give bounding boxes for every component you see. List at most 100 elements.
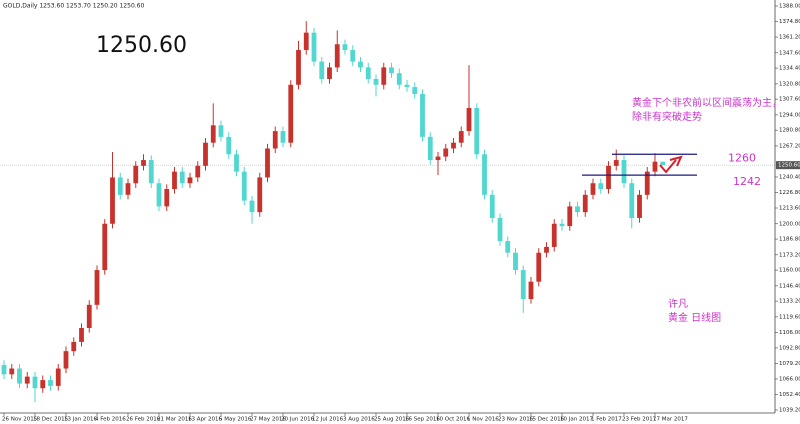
- plot: [0, 21, 775, 403]
- candle-body: [156, 183, 162, 207]
- author-note: 黄金 日线图: [668, 311, 721, 324]
- candle-body: [17, 368, 22, 384]
- candle-body: [9, 368, 15, 375]
- y-tick-label: 1361.20: [779, 35, 800, 41]
- y-tick-label: 1280.80: [779, 128, 800, 134]
- x-tick-label: 23 Feb 2017: [622, 417, 657, 423]
- candle-body: [621, 160, 627, 184]
- candle-body: [373, 78, 379, 85]
- x-tick-label: 18 Dec 2015: [33, 417, 69, 423]
- candle-body: [404, 84, 410, 88]
- level-label: 1260: [728, 151, 756, 164]
- candle-body: [249, 200, 255, 213]
- candle-body: [327, 67, 332, 79]
- x-tick-label: 10 Jan 2017: [560, 417, 593, 423]
- candle-body: [241, 171, 247, 201]
- candle-body: [350, 50, 356, 62]
- candle-body: [48, 380, 53, 386]
- candle-body: [590, 183, 596, 195]
- candle-body: [652, 161, 658, 172]
- candle-body: [265, 148, 270, 178]
- x-tick-label: 10 Oct 2016: [436, 417, 471, 423]
- candle-body: [551, 223, 557, 247]
- y-tick-label: 1213.60: [779, 206, 800, 212]
- annotation: 黄金下个非农前以区间震荡为主，: [632, 96, 782, 109]
- y-tick-label: 1186.80: [779, 237, 800, 243]
- candle-body: [474, 107, 480, 155]
- chart-title: GOLD,Daily 1253.60 1253.70 1250.20 1250.…: [3, 3, 144, 10]
- candle-body: [420, 94, 425, 137]
- candle-body: [582, 194, 588, 213]
- hand-arrow: [659, 155, 683, 174]
- candle-body: [311, 32, 317, 62]
- candle-body: [203, 142, 208, 166]
- candle-body: [94, 270, 100, 305]
- annotation: 除非有突破走势: [632, 110, 702, 123]
- y-tick-label: 1066.00: [779, 376, 800, 382]
- x-tick-label: 13 Apr 2016: [188, 417, 223, 423]
- candle-body: [489, 194, 495, 218]
- candle-body: [536, 252, 542, 282]
- y-tick-label: 1173.20: [779, 252, 800, 258]
- candle-body: [443, 148, 449, 157]
- y-tick-label: 1307.60: [779, 97, 800, 103]
- candle-body: [195, 165, 201, 178]
- candle-body: [32, 376, 38, 389]
- candle-body: [210, 125, 216, 143]
- candle-body: [110, 177, 115, 224]
- last-price-box: [776, 161, 800, 170]
- candle-body: [513, 252, 518, 271]
- x-tick-label: 23 Nov 2016: [498, 417, 534, 423]
- candle-body: [133, 165, 139, 184]
- candle-body: [497, 217, 503, 242]
- candle-body: [613, 160, 619, 166]
- x-tick-label: 17 Mar 2017: [653, 417, 688, 423]
- y-tick-label: 1320.80: [779, 81, 800, 87]
- last-price-label: 1250.60: [778, 163, 800, 169]
- candle-body: [482, 154, 487, 195]
- y-tick-label: 1052.40: [779, 392, 800, 398]
- candle-body: [606, 165, 611, 190]
- candle-body: [637, 194, 642, 218]
- x-tick-label: 21 Mar 2016: [157, 417, 192, 423]
- y-tick-label: 1133.20: [779, 299, 800, 305]
- candle-body: [234, 154, 239, 172]
- candle-body: [257, 177, 263, 213]
- candle-body: [164, 189, 170, 207]
- candle-body: [660, 161, 666, 166]
- x-tick-label: 27 May 2016: [250, 417, 286, 423]
- candle-body: [559, 223, 565, 227]
- candle-body: [342, 44, 348, 51]
- candle-body: [520, 270, 526, 300]
- y-tick-label: 1146.40: [779, 283, 800, 289]
- y-tick-label: 1294.00: [779, 112, 800, 118]
- candle-body: [172, 171, 177, 190]
- candle-body: [629, 183, 635, 218]
- candle-body: [334, 44, 340, 68]
- candle-body: [141, 160, 146, 166]
- y-tick-label: 1119.60: [779, 314, 800, 320]
- candle-body: [575, 206, 580, 213]
- x-tick-label: 3 Aug 2016: [343, 417, 375, 423]
- candle-body: [644, 171, 650, 195]
- y-tick-label: 1160.00: [779, 268, 800, 274]
- candle-body: [187, 177, 193, 184]
- candle-body: [319, 61, 325, 79]
- candle-body: [24, 376, 30, 384]
- candle-body: [389, 67, 394, 74]
- candle-body: [125, 183, 131, 195]
- x-tick-label: 1 Nov 2016: [467, 417, 499, 423]
- y-tick-label: 1106.00: [779, 330, 800, 336]
- candle-body: [528, 281, 534, 300]
- author-note: 许凡: [668, 298, 688, 310]
- candle-body: [179, 171, 185, 184]
- candle-body: [296, 50, 301, 85]
- candle-body: [226, 136, 232, 155]
- candle-body: [435, 156, 441, 161]
- candle-body: [567, 206, 573, 227]
- candle-body: [505, 241, 511, 253]
- candle-body: [218, 125, 224, 137]
- y-tick-label: 1039.20: [779, 407, 800, 413]
